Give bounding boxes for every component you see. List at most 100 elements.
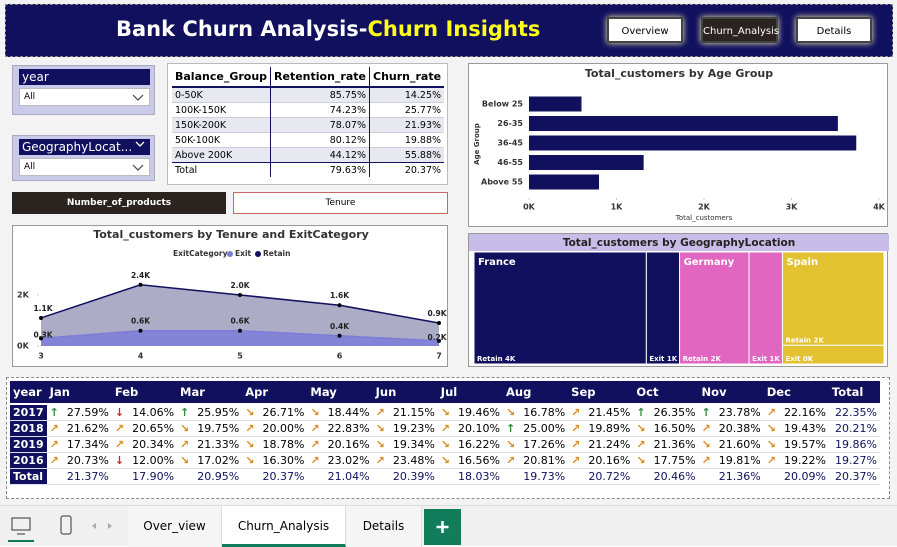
toggle-button[interactable]: Number_of_products	[12, 192, 226, 214]
chevron	[135, 141, 145, 147]
cell-text: 20.21%	[835, 422, 877, 435]
slicer-dropdown[interactable]: All	[19, 88, 150, 106]
trend-icon: ↑	[505, 422, 516, 435]
tile-value: 1K	[770, 355, 781, 363]
column-header: Balance_Group	[172, 67, 271, 88]
x-tick-label: 5	[237, 352, 243, 361]
cell-text: 20.38%	[718, 422, 761, 435]
table-cell: 78.07%	[270, 117, 370, 133]
column-header: Aug	[502, 381, 569, 405]
tile-label: Exit 0K	[785, 355, 813, 363]
nav-button[interactable]: Overview	[607, 17, 683, 43]
cell-text: 21.36%	[653, 438, 696, 451]
treemap-tile	[679, 251, 750, 365]
matrix-cell: ↑ 25.95%	[177, 404, 243, 421]
data-label: 1.1K	[33, 304, 53, 313]
matrix-cell: ↗ 23.48%	[372, 452, 438, 469]
cell-text: 19.43%	[783, 422, 826, 435]
matrix-cell: ↘ 17.02%	[177, 452, 243, 469]
x-tick-label: 7	[436, 352, 442, 361]
matrix-cell: 20.39%	[372, 468, 438, 485]
trend-icon: ↘	[440, 454, 451, 467]
trend-icon: ↗	[310, 438, 320, 451]
cell-text: 21.45%	[588, 406, 631, 419]
matrix-cell: ↘ 18.78%	[242, 436, 308, 453]
tile-label: Retain 2K	[785, 336, 824, 344]
nav-button[interactable]: Churn_Analysis	[701, 17, 779, 43]
page-tab[interactable]: Churn_Analysis	[222, 506, 346, 547]
tile-name: Exit	[649, 355, 665, 363]
table-cell: 50K-100K	[172, 132, 271, 148]
matrix-cell: ↗ 17.34%	[46, 436, 112, 453]
row-header: 2018	[10, 420, 47, 437]
group-label: France	[478, 257, 516, 268]
group-label: Germany	[684, 257, 735, 268]
matrix-cell: ↘ 19.43%	[763, 420, 829, 437]
data-label: 1.6K	[330, 291, 350, 300]
cell-text: 21.33%	[197, 438, 240, 451]
chart-panel: Total_customers by Tenure and ExitCatego…	[12, 225, 448, 367]
data-label: 0.6K	[131, 317, 151, 326]
dropdown-chevron	[132, 164, 144, 171]
matrix-cell: 17.90%	[111, 468, 178, 485]
matrix-cell: ↘ 16.50%	[633, 420, 699, 437]
trend-icon: ↘	[766, 422, 776, 435]
cell-text: 20.95%	[197, 470, 240, 483]
slicer-dropdown[interactable]: All	[19, 158, 150, 176]
toggle-button[interactable]: Tenure	[233, 192, 448, 214]
cell-text: 20.37%	[262, 470, 305, 483]
cell-text: 23.78%	[718, 406, 761, 419]
chart-title: Total_customers by Tenure and ExitCatego…	[93, 228, 369, 241]
cell-text: 20.34%	[132, 438, 175, 451]
row-header: 2017	[10, 404, 47, 421]
cell-text: 16.30%	[262, 454, 305, 467]
trend-icon: ↗	[375, 406, 385, 419]
page-tab[interactable]: Details	[346, 506, 422, 547]
cell-text: 12.00%	[132, 454, 175, 467]
table-cell: 55.88%	[369, 147, 445, 163]
cell-text: 19.89%	[588, 422, 631, 435]
legend-marker	[255, 251, 261, 257]
cell-text: 19.73%	[523, 470, 566, 483]
matrix-cell: ↗ 19.22%	[763, 452, 829, 469]
cell-text: 2016	[13, 454, 44, 467]
add-tab[interactable]	[424, 509, 461, 545]
page-tab[interactable]: Over_view	[128, 506, 222, 547]
trend-icon: ↑	[701, 406, 711, 419]
cell-text: 17.02%	[197, 454, 240, 467]
trend-icon: ↓	[114, 406, 125, 419]
tile-name: Exit	[785, 355, 801, 363]
matrix-panel: year Jan Feb Mar Apr May Jun Jul Aug Sep Oct Nov Dec…	[6, 377, 890, 499]
matrix-cell: ↑ 26.35%	[633, 404, 699, 421]
bar	[529, 155, 644, 170]
trend-icon: ↘	[440, 438, 451, 451]
row-header: 2016	[10, 452, 47, 469]
trend-icon: ↗	[49, 438, 59, 451]
cell-text: 20.72%	[588, 470, 631, 483]
legend-title: ExitCategory	[173, 249, 228, 258]
cell-text: 20.81%	[523, 454, 566, 467]
cell-text: 19.57%	[783, 438, 826, 451]
header: Bank Churn Analysis-Churn Insights Overvi…	[5, 4, 893, 57]
column-header: Sep	[568, 381, 634, 405]
balance-table: Balance_Group Retention_rate Churn_rate 0-5…	[172, 67, 445, 177]
nav-button[interactable]: Details	[796, 17, 872, 43]
column-header: Churn_rate	[369, 67, 445, 88]
column-header: year	[10, 381, 47, 405]
column-header: May	[307, 381, 373, 405]
cell-text: 21.37%	[66, 470, 109, 483]
column-header: Nov	[698, 381, 764, 405]
x-tick-label: 6	[337, 352, 343, 361]
bar	[529, 116, 838, 131]
treemap: Total_customers by GeographyLocation Reta…	[469, 234, 889, 365]
mobile-icon	[60, 515, 72, 535]
trend-icon: ↗	[310, 422, 320, 435]
cell-text: 21.60%	[718, 438, 761, 451]
row-header: Total	[10, 468, 47, 485]
point	[138, 282, 143, 287]
matrix-cell: ↓ 12.00%	[111, 452, 178, 469]
matrix-cell: ↗ 21.15%	[372, 404, 438, 421]
cell-text: 20.00%	[262, 422, 305, 435]
matrix-cell: ↗ 21.36%	[633, 436, 699, 453]
matrix-cell: ↗ 21.33%	[177, 436, 243, 453]
